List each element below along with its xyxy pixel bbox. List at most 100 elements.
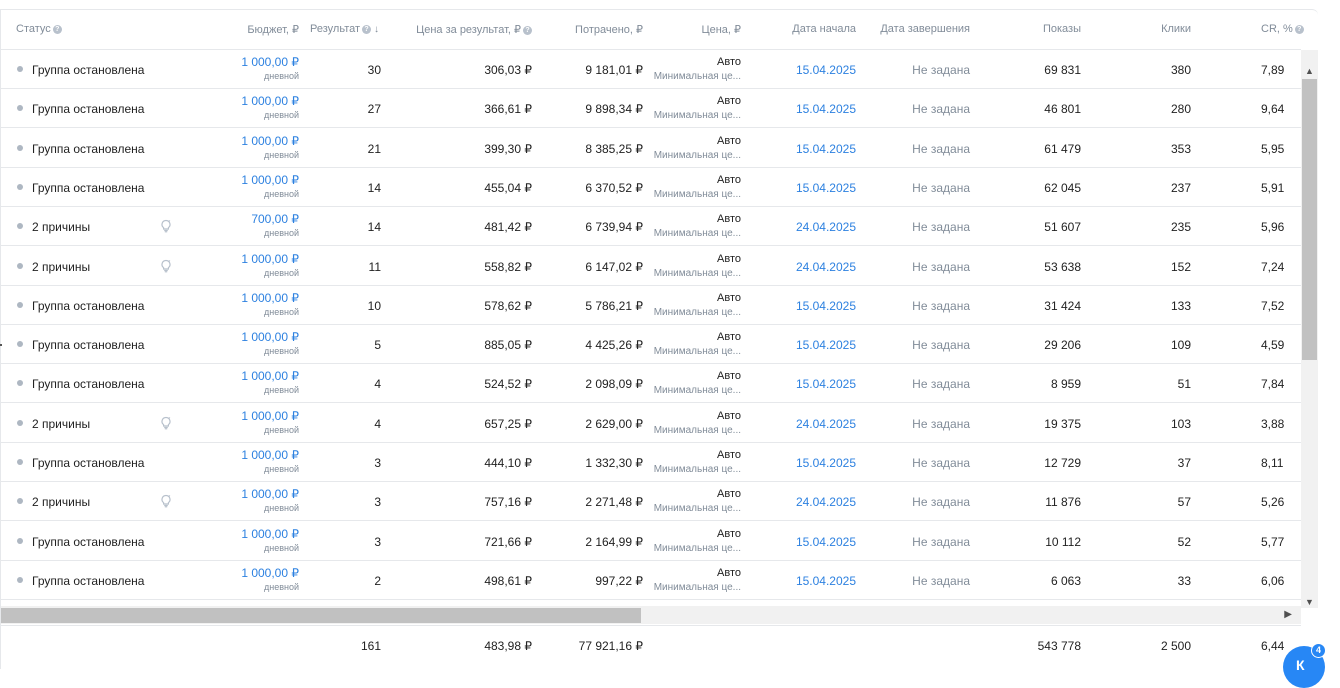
budget-link[interactable]: 1 000,00 ₽ — [241, 526, 299, 541]
budget-link[interactable]: 1 000,00 ₽ — [241, 448, 299, 462]
price-strategy: Минимальная це... — [653, 424, 741, 436]
start-date-link[interactable]: 24.04.2025 — [795, 220, 856, 235]
table-row[interactable]: 2 причины 700,00 ₽ дневной 14 481,42 ₽ 6 739,… — [1, 207, 1301, 247]
scrollbar-thumb[interactable] — [1302, 79, 1317, 360]
budget-link[interactable]: 1 000,00 ₽ — [241, 172, 299, 187]
budget-link[interactable]: 1 000,00 ₽ — [241, 94, 299, 109]
total-spent: 77 921,16 ₽ — [578, 639, 643, 653]
table-row[interactable]: Группа остановлена 1 000,00 ₽ дневной 14 455… — [1, 168, 1301, 207]
result-value: 3 — [374, 534, 381, 549]
table-row[interactable]: Группа остановлена 1 000,00 ₽ дневной 10 578… — [1, 286, 1301, 325]
clicks-value: 51 — [1177, 377, 1191, 392]
budget-type: дневной — [263, 110, 299, 121]
start-date-link[interactable]: 15.04.2025 — [795, 102, 856, 117]
table-row[interactable]: Группа остановлена 1 000,00 ₽ дневной 5 885,… — [1, 325, 1301, 365]
shows-value: 62 045 — [1044, 180, 1081, 195]
question-circle-icon[interactable]: ? — [52, 25, 62, 34]
start-date-link[interactable]: 15.04.2025 — [795, 63, 856, 77]
price-strategy: Минимальная це... — [653, 346, 741, 358]
lightbulb-icon[interactable] — [159, 219, 173, 233]
start-date-link[interactable]: 15.04.2025 — [795, 377, 856, 392]
start-date-link[interactable]: 15.04.2025 — [795, 573, 856, 588]
table-row[interactable]: Группа остановлена 1 000,00 ₽ дневной 3 444,… — [1, 443, 1301, 482]
total-clicks: 2 500 — [1160, 639, 1191, 653]
end-date-link[interactable]: Не задана — [912, 416, 970, 431]
column-header-spent[interactable]: Потрачено, ₽ — [575, 23, 643, 36]
scroll-up-icon[interactable]: ▲ — [1305, 66, 1314, 76]
start-date-link[interactable]: 15.04.2025 — [795, 141, 856, 156]
start-date-link[interactable]: 24.04.2025 — [795, 259, 856, 274]
end-date-link[interactable]: Не задана — [912, 298, 970, 313]
lightbulb-icon[interactable] — [159, 494, 173, 508]
vertical-scrollbar[interactable]: ▲ ▼ — [1301, 50, 1318, 608]
budget-link[interactable]: 1 000,00 ₽ — [241, 290, 299, 305]
status-text: 2 причины — [32, 259, 91, 274]
start-date-link[interactable]: 15.04.2025 — [795, 338, 856, 353]
table-row[interactable]: Группа остановлена 1 000,00 ₽ дневной 3 721,… — [1, 522, 1301, 561]
column-label: Дата завершения — [880, 23, 970, 35]
table-row[interactable]: 2 причины 1 000,00 ₽ дневной 3 757,16 ₽ 2 271… — [1, 482, 1301, 522]
start-date-link[interactable]: 15.04.2025 — [795, 298, 856, 313]
question-circle-icon[interactable]: ? — [1294, 25, 1304, 34]
column-header-shows[interactable]: Показы — [1043, 23, 1081, 35]
end-date-link[interactable]: Не задана — [912, 63, 970, 77]
end-date-link[interactable]: Не задана — [912, 141, 970, 156]
table-row[interactable]: Группа остановлена 1 000,00 ₽ дневной 30 306… — [1, 50, 1301, 89]
arrow-down-icon[interactable]: ↓ — [374, 24, 380, 35]
end-date-link[interactable]: Не задана — [912, 259, 970, 274]
price-value: Авто — [717, 409, 741, 422]
end-date-link[interactable]: Не задана — [912, 573, 970, 588]
column-header-result[interactable]: Результат? ↓ — [310, 23, 379, 35]
start-date-link[interactable]: 24.04.2025 — [795, 416, 856, 431]
column-header-cost-per-result[interactable]: Цена за результат, ₽? — [416, 23, 532, 36]
start-date-link[interactable]: 24.04.2025 — [795, 495, 856, 510]
table-row[interactable]: 2 причины 1 000,00 ₽ дневной 4 657,25 ₽ 2 629… — [1, 404, 1301, 443]
budget-link[interactable]: 700,00 ₽ — [251, 212, 299, 227]
price-strategy: Минимальная це... — [653, 503, 741, 515]
start-date-link[interactable]: 15.04.2025 — [795, 180, 856, 195]
end-date-link[interactable]: Не задана — [912, 102, 970, 117]
table-row[interactable]: Группа остановлена 1 000,00 ₽ дневной 2 498,… — [1, 561, 1301, 600]
lightbulb-icon[interactable] — [159, 416, 173, 430]
end-date-link[interactable]: Не задана — [912, 220, 970, 235]
status-dot-icon — [17, 144, 23, 151]
end-date-link[interactable]: Не задана — [912, 377, 970, 392]
table-row[interactable]: Группа остановлена 1 000,00 ₽ дневной 27 366… — [1, 89, 1301, 129]
lightbulb-icon[interactable] — [159, 259, 173, 273]
question-circle-icon[interactable]: ? — [362, 25, 372, 34]
budget-link[interactable]: 1 000,00 ₽ — [241, 487, 299, 502]
table-row[interactable]: Группа остановлена 1 000,00 ₽ дневной 4 524,… — [1, 364, 1301, 404]
table-row[interactable]: Группа остановлена 1 000,00 ₽ дневной 21 399… — [1, 129, 1301, 168]
budget-link[interactable]: 1 000,00 ₽ — [241, 330, 299, 345]
budget-link[interactable]: 1 000,00 ₽ — [241, 565, 299, 580]
clicks-value: 52 — [1177, 534, 1191, 549]
end-date-link[interactable]: Не задана — [912, 456, 970, 470]
scrollbar-thumb[interactable] — [1, 608, 641, 623]
column-header-end-date[interactable]: Дата завершения — [880, 23, 970, 35]
column-header-status[interactable]: Статус? — [16, 23, 62, 35]
column-header-budget[interactable]: Бюджет, ₽ — [247, 23, 299, 36]
budget-link[interactable]: 1 000,00 ₽ — [241, 408, 299, 423]
budget-link[interactable]: 1 000,00 ₽ — [241, 369, 299, 384]
end-date-link[interactable]: Не задана — [912, 180, 970, 195]
end-date-link[interactable]: Не задана — [912, 338, 970, 353]
column-header-cr[interactable]: CR, %? — [1261, 23, 1304, 35]
start-date-link[interactable]: 15.04.2025 — [795, 456, 856, 470]
end-date-link[interactable]: Не задана — [912, 534, 970, 549]
end-date-link[interactable]: Не задана — [912, 495, 970, 510]
budget-link[interactable]: 1 000,00 ₽ — [241, 55, 299, 69]
budget-link[interactable]: 1 000,00 ₽ — [241, 133, 299, 148]
status-dot-icon — [17, 223, 23, 230]
start-date-link[interactable]: 15.04.2025 — [795, 534, 856, 549]
scroll-right-icon[interactable]: ▶ — [1284, 609, 1292, 620]
total-shows: 543 778 — [1037, 639, 1081, 653]
question-circle-icon[interactable]: ? — [523, 26, 532, 35]
column-header-clicks[interactable]: Клики — [1161, 23, 1191, 35]
column-header-start-date[interactable]: Дата начала — [792, 23, 856, 35]
scroll-down-icon[interactable]: ▼ — [1305, 597, 1314, 607]
horizontal-scrollbar[interactable]: ▶ — [1, 606, 1301, 624]
table-row[interactable]: 2 причины 1 000,00 ₽ дневной 11 558,82 ₽ 6 14… — [1, 247, 1301, 286]
price-value: Авто — [717, 252, 741, 265]
column-header-price[interactable]: Цена, ₽ — [701, 23, 741, 36]
budget-link[interactable]: 1 000,00 ₽ — [241, 251, 299, 266]
